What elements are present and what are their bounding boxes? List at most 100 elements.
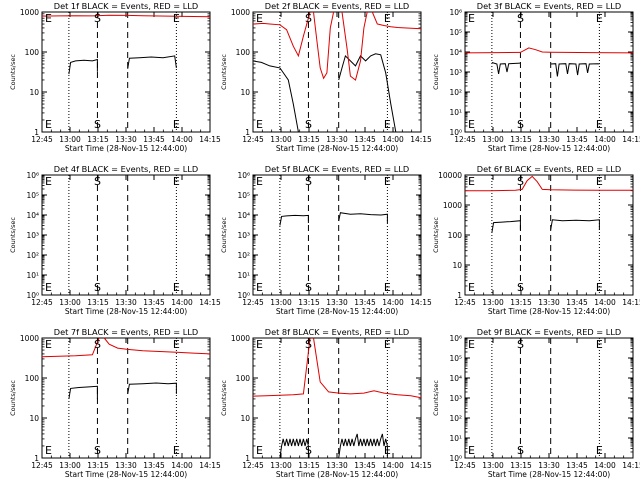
x-axis-label: Start Time (28-Nov-15 12:44:00)	[488, 307, 610, 316]
x-axis-label: Start Time (28-Nov-15 12:44:00)	[488, 144, 610, 153]
x-tick-label: 13:45	[354, 298, 376, 307]
marker-s-top: S	[94, 175, 101, 188]
x-tick-label: 13:00	[270, 298, 292, 307]
y-tick-label: 10	[29, 88, 39, 97]
y-tick-label: 10⁶	[26, 171, 39, 180]
x-axis-label: Start Time (28-Nov-15 12:44:00)	[276, 470, 398, 479]
series-lld-line	[41, 14, 211, 18]
series-lld-line	[313, 11, 335, 80]
x-tick-label: 14:15	[622, 298, 640, 307]
series-lld-line	[371, 11, 422, 30]
series-events-line	[252, 60, 299, 133]
x-tick-label: 13:15	[298, 461, 320, 470]
x-tick-label: 14:00	[171, 135, 193, 144]
y-tick-label: 100	[25, 374, 40, 383]
x-tick-label: 13:30	[326, 298, 348, 307]
marker-e-top: E	[596, 12, 603, 25]
series-lld-line	[41, 337, 100, 358]
series-events-line	[491, 220, 521, 233]
marker-s-bottom: S	[305, 444, 312, 457]
series-events-line	[338, 53, 397, 133]
x-tick-label: 13:45	[566, 135, 588, 144]
marker-e-bottom: E	[596, 281, 603, 294]
x-tick-label: 13:30	[326, 135, 348, 144]
x-tick-label: 13:45	[566, 298, 588, 307]
y-axis-label: Counts/sec	[220, 217, 228, 253]
y-tick-label: 10⁵	[237, 191, 250, 200]
x-axis-label: Start Time (28-Nov-15 12:44:00)	[276, 144, 398, 153]
x-tick-label: 13:00	[482, 135, 504, 144]
marker-s-bottom: S	[94, 281, 101, 294]
x-tick-label: 14:15	[199, 298, 221, 307]
marker-e-top: E	[468, 12, 475, 25]
y-axis-label: Counts/sec	[9, 54, 17, 90]
x-tick-label: 14:15	[199, 135, 221, 144]
marker-s-bottom: S	[517, 281, 524, 294]
y-axis-label: Counts/sec	[220, 380, 228, 416]
plot-frame	[464, 337, 634, 459]
x-tick-label: 13:00	[482, 298, 504, 307]
y-tick-label: 10¹	[449, 108, 462, 117]
x-tick-label: 14:00	[171, 461, 193, 470]
x-tick-label: 13:00	[482, 461, 504, 470]
marker-e-bottom: E	[384, 444, 391, 457]
y-tick-label: 10⁰	[449, 454, 462, 463]
y-tick-label: 10⁵	[449, 354, 462, 363]
y-tick-label: 10²	[237, 251, 250, 260]
panel-title: Det 4f BLACK = Events, RED = LLD	[54, 164, 198, 174]
x-tick-label: 13:30	[538, 135, 560, 144]
x-tick-label: 13:30	[538, 461, 560, 470]
y-tick-label: 1	[245, 454, 250, 463]
y-tick-label: 10⁰	[26, 291, 39, 300]
x-tick-label: 14:00	[382, 461, 404, 470]
y-tick-label: 10⁵	[26, 191, 39, 200]
plot-frame	[252, 11, 422, 133]
y-tick-label: 10¹	[26, 271, 39, 280]
marker-e-bottom: E	[468, 118, 475, 131]
plot-frame	[464, 11, 634, 133]
y-axis-label: Counts/sec	[9, 217, 17, 253]
marker-e-bottom: E	[173, 444, 180, 457]
x-tick-label: 14:00	[594, 461, 616, 470]
marker-s-bottom: S	[517, 118, 524, 131]
marker-e-top: E	[384, 12, 391, 25]
series-lld-line	[313, 337, 422, 399]
series-lld-line	[465, 175, 633, 192]
plot-frame	[464, 174, 634, 296]
marker-e-top: E	[596, 175, 603, 188]
panel-title: Det 9f BLACK = Events, RED = LLD	[477, 327, 621, 337]
x-tick-label: 13:45	[354, 461, 376, 470]
panel-det-7f: Det 7f BLACK = Events, RED = LLD 1 10 100 10…	[9, 327, 221, 479]
x-axis-label: Start Time (28-Nov-15 12:44:00)	[276, 307, 398, 316]
x-tick-label: 14:00	[382, 298, 404, 307]
marker-e-top: E	[384, 338, 391, 351]
marker-e-bottom: E	[256, 281, 263, 294]
y-tick-label: 10⁰	[237, 291, 250, 300]
marker-e-top: E	[468, 175, 475, 188]
x-tick-label: 13:45	[143, 461, 165, 470]
y-tick-label: 100	[236, 374, 251, 383]
y-tick-label: 10⁴	[449, 374, 462, 383]
x-tick-label: 13:15	[87, 298, 109, 307]
y-tick-label: 100	[448, 231, 463, 240]
x-tick-label: 13:00	[59, 461, 81, 470]
marker-s-top: S	[517, 12, 524, 25]
y-tick-label: 10⁶	[449, 8, 462, 17]
x-tick-label: 12:45	[31, 135, 53, 144]
series-events-line	[491, 62, 521, 74]
plot-frame	[41, 11, 211, 133]
series-lld-line	[341, 11, 368, 81]
series-events-line	[279, 438, 309, 459]
y-axis-label: Counts/sec	[9, 380, 17, 416]
series-lld-line	[252, 337, 311, 397]
x-tick-label: 12:45	[31, 461, 53, 470]
y-tick-label: 10³	[449, 394, 462, 403]
y-tick-label: 1	[34, 128, 39, 137]
x-tick-label: 12:45	[31, 298, 53, 307]
y-tick-label: 100	[25, 48, 40, 57]
series-events-line	[550, 63, 600, 77]
y-tick-label: 10²	[449, 414, 462, 423]
x-tick-label: 12:45	[242, 135, 264, 144]
x-axis-label: Start Time (28-Nov-15 12:44:00)	[488, 470, 610, 479]
x-tick-label: 14:15	[199, 461, 221, 470]
